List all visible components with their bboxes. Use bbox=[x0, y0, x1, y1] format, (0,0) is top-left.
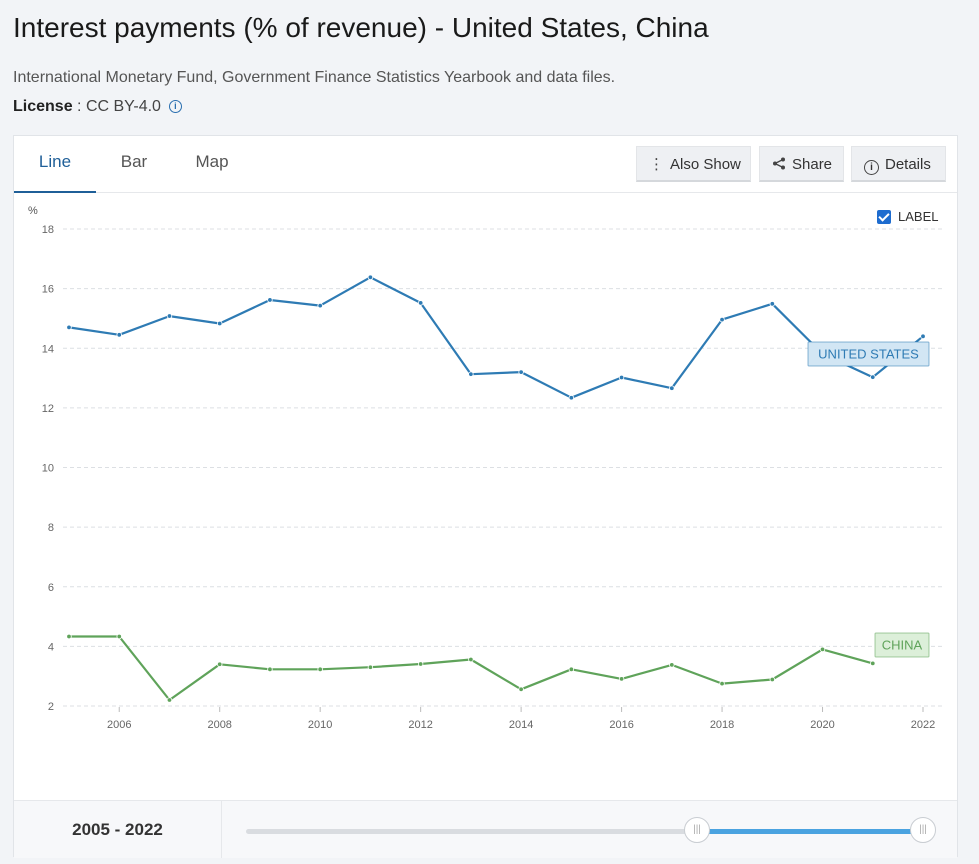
data-point[interactable] bbox=[870, 660, 876, 667]
x-tick-label: 2006 bbox=[107, 719, 131, 731]
series-label-china: CHINA bbox=[874, 632, 930, 658]
data-point[interactable] bbox=[669, 385, 675, 391]
license-separator: : bbox=[72, 98, 86, 115]
series-labels: UNITED STATES CHINA bbox=[807, 341, 930, 658]
details-label: Details bbox=[885, 156, 931, 173]
data-point[interactable] bbox=[166, 313, 173, 319]
x-tick-label: 2018 bbox=[710, 719, 734, 731]
x-tick-label: 2008 bbox=[207, 719, 231, 731]
data-point[interactable] bbox=[217, 320, 223, 327]
data-point[interactable] bbox=[417, 300, 424, 306]
range-slider-selection bbox=[697, 829, 923, 834]
data-point[interactable] bbox=[769, 301, 775, 307]
y-tick-label: 2 bbox=[48, 701, 54, 713]
share-button[interactable]: Share bbox=[759, 146, 844, 182]
data-point[interactable] bbox=[468, 371, 474, 377]
data-point[interactable] bbox=[568, 395, 575, 401]
range-start-handle[interactable]: ||| bbox=[684, 817, 710, 843]
data-point[interactable] bbox=[66, 324, 72, 331]
data-point[interactable] bbox=[367, 274, 374, 280]
data-point[interactable] bbox=[769, 676, 775, 683]
y-tick-label: 6 bbox=[48, 582, 54, 594]
y-axis-label: % bbox=[28, 205, 38, 217]
data-point[interactable] bbox=[518, 686, 524, 693]
also-show-label: Also Show bbox=[670, 156, 741, 173]
more-vertical-icon: ⋮ bbox=[649, 156, 664, 173]
x-tick-label: 2016 bbox=[609, 719, 633, 731]
y-tick-label: 16 bbox=[42, 284, 54, 296]
chart-card: Line Bar Map ⋮ Also Show Share i Details 2… bbox=[13, 135, 958, 858]
y-tick-label: 10 bbox=[42, 463, 54, 475]
data-point[interactable] bbox=[317, 666, 323, 673]
data-point[interactable] bbox=[719, 316, 725, 323]
license-line: License : CC BY-4.0 i bbox=[13, 98, 182, 116]
series-label-box bbox=[874, 632, 930, 658]
data-point[interactable] bbox=[518, 369, 524, 375]
y-axis-ticks: 2 4 6 8 10 12 14 16 18 bbox=[42, 224, 54, 713]
tab-bar[interactable]: Bar bbox=[120, 152, 148, 171]
data-point[interactable] bbox=[920, 333, 926, 340]
data-point[interactable] bbox=[217, 661, 223, 667]
data-point[interactable] bbox=[719, 680, 725, 687]
series-label-box bbox=[807, 341, 930, 367]
also-show-button[interactable]: ⋮ Also Show bbox=[636, 146, 751, 182]
details-info-icon: i bbox=[864, 160, 879, 175]
y-tick-label: 14 bbox=[42, 343, 54, 355]
x-axis-ticks: 2006 2008 2010 2012 2014 2016 2018 2020 2022 bbox=[107, 707, 935, 731]
label-toggle[interactable]: LABEL bbox=[877, 209, 938, 224]
share-label: Share bbox=[792, 156, 833, 173]
label-toggle-text: LABEL bbox=[898, 209, 939, 224]
data-point[interactable] bbox=[166, 697, 173, 703]
grid-lines bbox=[63, 228, 945, 707]
data-point[interactable] bbox=[468, 656, 474, 663]
range-end-handle[interactable]: ||| bbox=[910, 817, 936, 843]
details-button[interactable]: i Details bbox=[851, 146, 946, 182]
data-point[interactable] bbox=[669, 662, 675, 668]
label-checkbox[interactable] bbox=[877, 210, 891, 224]
data-point[interactable] bbox=[267, 297, 273, 303]
tab-map[interactable]: Map bbox=[195, 152, 229, 171]
series-label-united-states: UNITED STATES bbox=[807, 341, 930, 367]
series-label-text: CHINA bbox=[882, 638, 923, 653]
data-point[interactable] bbox=[417, 661, 424, 667]
year-range-label: 2005 - 2022 bbox=[14, 801, 222, 858]
y-tick-label: 4 bbox=[48, 641, 54, 653]
data-point[interactable] bbox=[819, 646, 826, 653]
data-point[interactable] bbox=[618, 676, 625, 682]
series-line-united-states[interactable] bbox=[68, 276, 924, 399]
chart-tabs: Line Bar Map ⋮ Also Show Share i Details bbox=[14, 136, 957, 193]
source-text: International Monetary Fund, Government … bbox=[13, 69, 616, 86]
license-value: CC BY-4.0 bbox=[85, 98, 161, 115]
series-label-text: UNITED STATES bbox=[818, 347, 919, 362]
data-point[interactable] bbox=[618, 374, 625, 381]
x-tick-label: 2010 bbox=[308, 719, 332, 731]
x-tick-label: 2012 bbox=[408, 719, 432, 731]
data-point[interactable] bbox=[870, 374, 876, 380]
y-tick-label: 12 bbox=[42, 403, 54, 415]
series-lines bbox=[66, 274, 926, 703]
data-point[interactable] bbox=[317, 302, 323, 309]
y-tick-label: 8 bbox=[48, 522, 54, 534]
x-tick-label: 2020 bbox=[810, 719, 834, 731]
license-key: License bbox=[13, 98, 73, 115]
data-point[interactable] bbox=[568, 666, 575, 673]
y-tick-label: 18 bbox=[42, 224, 54, 236]
data-point[interactable] bbox=[267, 666, 273, 673]
data-point[interactable] bbox=[116, 332, 122, 338]
share-icon bbox=[772, 147, 786, 183]
x-tick-label: 2022 bbox=[911, 719, 935, 731]
tab-line[interactable]: Line bbox=[14, 136, 96, 193]
x-tick-label: 2014 bbox=[509, 719, 533, 731]
data-point[interactable] bbox=[116, 633, 122, 640]
data-point[interactable] bbox=[66, 633, 72, 640]
year-range-bar: 2005 - 2022 ||| ||| bbox=[14, 800, 957, 858]
data-point[interactable] bbox=[367, 664, 374, 670]
page-title: Interest payments (% of revenue) - Unite… bbox=[13, 12, 709, 43]
range-slider-track[interactable] bbox=[246, 829, 924, 834]
info-icon[interactable]: i bbox=[168, 100, 182, 113]
